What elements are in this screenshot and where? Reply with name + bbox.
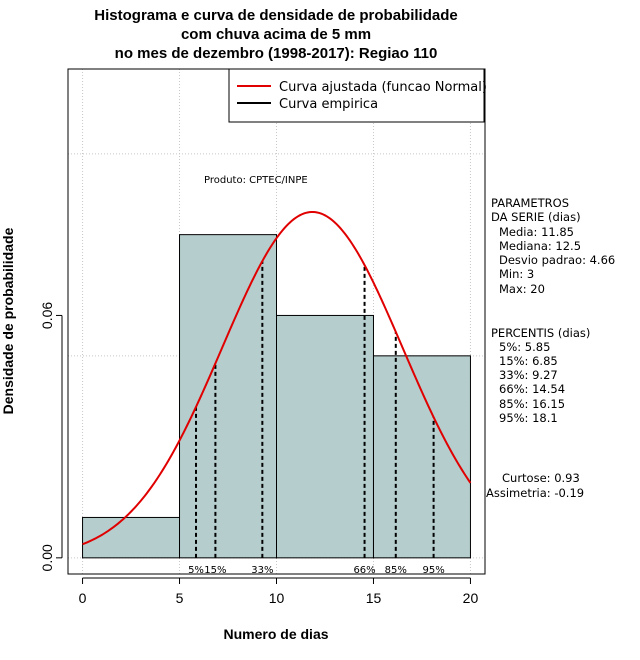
product-annotation: Produto: CPTEC/INPE <box>204 175 308 186</box>
param-max: Max: 20 <box>499 282 545 296</box>
x-tick-label: 15 <box>366 590 382 606</box>
y-axis-label: Densidade de probabilidade <box>0 227 16 414</box>
y-tick-label: 0.00 <box>39 544 55 571</box>
percentile-lines: 5% 15% 33% 66% 85% 95% <box>188 261 445 576</box>
percentile-label: 5% <box>188 565 204 576</box>
normal-curve <box>82 211 472 546</box>
percentile-label: 66% <box>353 565 375 576</box>
legend-label-empirical: Curva empirica <box>279 97 378 112</box>
legend: Curva ajustada (funcao Normal) Curva emp… <box>228 68 487 123</box>
x-tick-label: 20 <box>463 590 479 606</box>
legend-label-fitted: Curva ajustada (funcao Normal) <box>279 80 487 95</box>
x-tick-label: 10 <box>269 590 285 606</box>
param-min: Min: 3 <box>499 267 534 281</box>
param-sd: Desvio padrao: 4.66 <box>499 253 615 267</box>
percentil-66: 66%: 14.54 <box>499 382 565 396</box>
y-tick-label: 0.06 <box>39 302 55 329</box>
percentil-5: 5%: 5.85 <box>499 340 550 354</box>
percentile-label: 33% <box>251 565 273 576</box>
params-heading-1: PARAMETROS <box>491 196 569 210</box>
chart-title-line-2: com chuva acima de 5 mm <box>181 26 371 43</box>
percentile-label: 15% <box>204 565 226 576</box>
param-median: Mediana: 12.5 <box>499 239 581 253</box>
percentil-85: 85%: 16.15 <box>499 397 565 411</box>
chart-title: Histograma e curva de densidade de proba… <box>94 7 457 62</box>
histogram-bar <box>372 355 471 559</box>
percentil-15: 15%: 6.85 <box>499 354 558 368</box>
chart-title-line-1: Histograma e curva de densidade de proba… <box>94 7 457 24</box>
params-heading-2: DA SERIE (dias) <box>491 210 581 224</box>
kurtosis: Curtose: 0.93 <box>502 471 580 485</box>
percentil-95: 95%: 18.1 <box>499 411 558 425</box>
fitted-curve-line <box>82 211 472 546</box>
chart-title-line-3: no mes de dezembro (1998-2017): Regiao 1… <box>115 45 438 62</box>
skewness: Assimetria: -0.19 <box>486 486 584 500</box>
statistics-panel: PARAMETROS DA SERIE (dias) Media: 11.85 … <box>486 196 615 500</box>
percentis-heading: PERCENTIS (dias) <box>491 326 590 340</box>
x-axis-label: Numero de dias <box>223 626 328 642</box>
histogram-bar <box>276 314 374 559</box>
param-mean: Media: 11.85 <box>499 225 574 239</box>
histogram-bars <box>82 234 471 559</box>
y-axis: 0.00 0.06 <box>39 302 63 571</box>
legend-box <box>228 68 485 123</box>
x-axis: 0 5 10 15 20 <box>79 577 479 606</box>
x-tick-label: 5 <box>176 590 184 606</box>
percentile-label: 95% <box>422 565 444 576</box>
percentile-label: 85% <box>385 565 407 576</box>
percentil-33: 33%: 9.27 <box>499 368 558 382</box>
x-tick-label: 0 <box>79 590 87 606</box>
